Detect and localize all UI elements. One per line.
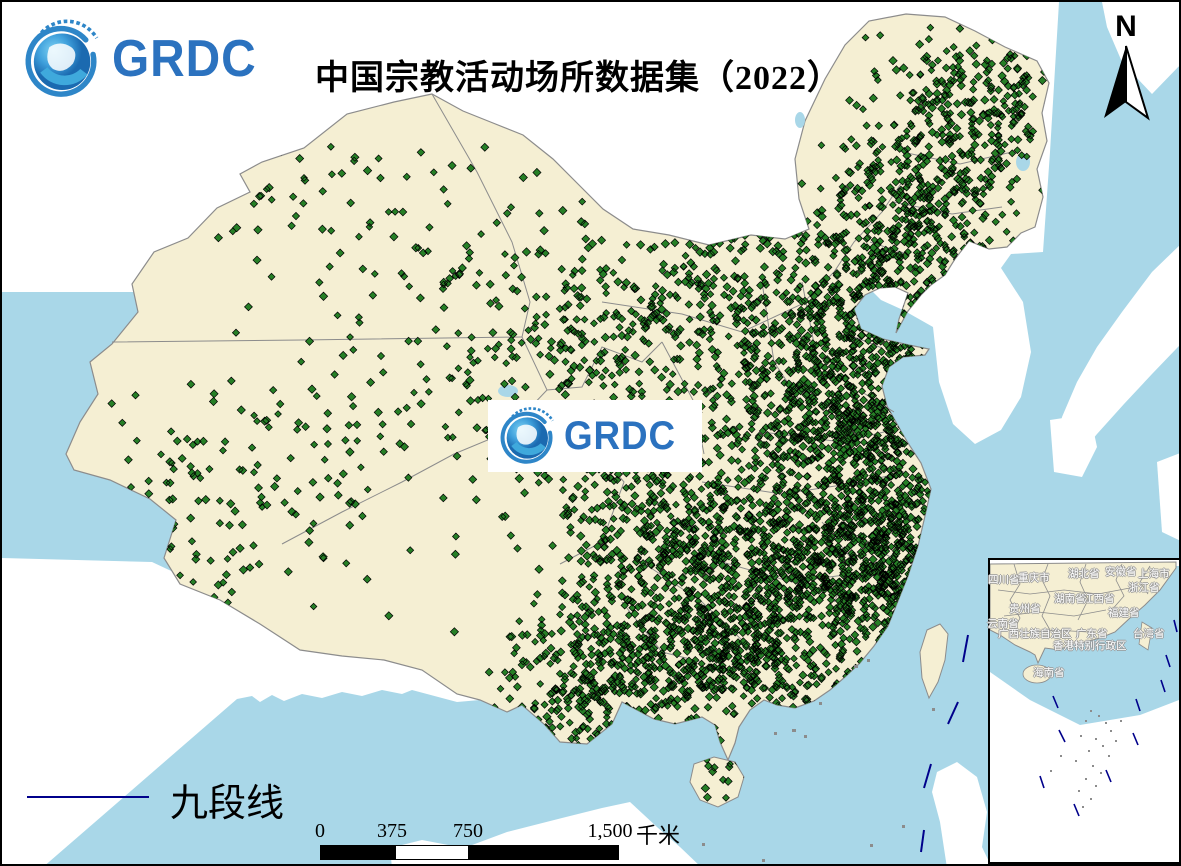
inset-sea: [990, 566, 1179, 725]
watermark-logo-text: GRDC: [564, 413, 677, 458]
scale-tick-label: 375: [377, 820, 407, 842]
island-japan-honshu: [1054, 245, 1179, 464]
scale-tick-label: 750: [453, 820, 483, 842]
north-arrow: N: [1096, 10, 1156, 121]
inset-map-canvas: [989, 560, 1179, 862]
inset-taiwan: [1138, 621, 1153, 651]
island-japan-kyushu: [1050, 414, 1097, 477]
watermark-globe-icon: [500, 407, 554, 464]
inset-map-south-china-sea: 四川省 重庆市 湖北省 安徽省 上海市浙江省湖南省 江西省贵州省 福建省云南省 广西壮族自治区…: [987, 558, 1179, 864]
north-arrow-icon: [1104, 45, 1150, 121]
inset-nine-dash-line: [1039, 619, 1178, 817]
island-sakhalin: [1102, 2, 1179, 94]
inset-province-label: 四川省: [988, 574, 1020, 586]
foreign-land-southwest: [2, 558, 480, 864]
island-japan-se: [1157, 453, 1179, 541]
inset-province-label: 台湾省: [1133, 628, 1165, 640]
small-islands: [702, 659, 935, 862]
inset-province-label: 重庆市: [1018, 572, 1050, 584]
grdc-logo: GRDC: [22, 18, 269, 100]
inset-province-label: 广东省: [1076, 628, 1108, 640]
inset-province-label: 浙江省: [1128, 582, 1160, 594]
inset-hainan: [1022, 664, 1052, 684]
nine-dash-line-segments: [920, 634, 969, 853]
inset-province-label: 贵州省: [1009, 603, 1041, 615]
inset-province-label: 湖北省: [1068, 568, 1100, 580]
inset-china-land: [989, 561, 1177, 665]
inset-province-label: 上海市: [1138, 568, 1170, 580]
scale-bar: [320, 845, 619, 860]
north-arrow-label: N: [1115, 10, 1137, 43]
inset-province-label: 安徽省: [1105, 566, 1137, 578]
inset-province-label: 湖南省: [1054, 593, 1086, 605]
legend-nine-dash-label: 九段线: [170, 783, 285, 825]
scale-bar-segment: [468, 846, 618, 859]
scale-tick-label: 0: [315, 820, 325, 842]
inset-province-label: 香港特别行政区: [1053, 640, 1127, 652]
inset-province-label: 江西省: [1083, 593, 1115, 605]
inset-province-label: 云南省: [987, 618, 1019, 630]
scale-unit-label: 千米: [636, 823, 681, 848]
inset-small-islands: [1050, 710, 1122, 808]
island-luzon: [932, 762, 991, 864]
inset-province-borders: [997, 563, 1151, 635]
legend-nine-dash-line-symbol: [27, 796, 149, 798]
grdc-globe-icon: [25, 19, 99, 97]
inset-province-label: 广西壮族自治区: [998, 628, 1072, 640]
grdc-logo-text: GRDC: [112, 30, 257, 88]
inset-province-label: 海南省: [1033, 667, 1065, 679]
inset-province-label: 福建省: [1108, 607, 1140, 619]
center-watermark: GRDC: [488, 400, 702, 472]
map-title: 中国宗教活动场所数据集（2022）: [315, 60, 842, 97]
scale-bar-segment: [321, 846, 396, 859]
scale-bar-segment: [396, 846, 468, 859]
scale-tick-label: 1,500: [587, 820, 633, 842]
island-taiwan: [919, 623, 949, 700]
